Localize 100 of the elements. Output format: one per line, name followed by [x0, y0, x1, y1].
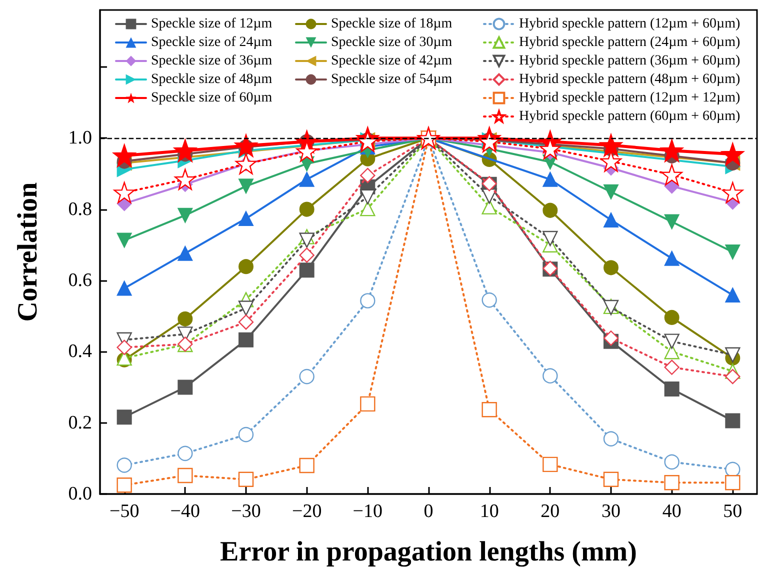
point [299, 458, 314, 474]
x-tick-label: −20 [292, 501, 322, 522]
point [603, 330, 619, 346]
point [664, 250, 680, 266]
point [238, 332, 254, 348]
point [542, 456, 558, 472]
point [664, 310, 680, 325]
legend-label: Hybrid speckle pattern (60µm + 60µm) [519, 109, 740, 124]
legend-label: Speckle size of 30µm [331, 35, 452, 50]
y-tick-label: 0.8 [68, 198, 92, 220]
point [238, 211, 254, 226]
x-tick-label: 50 [723, 501, 742, 522]
point [299, 202, 314, 217]
point [482, 188, 497, 204]
point [178, 380, 193, 395]
x-tick-label: 20 [540, 501, 560, 522]
x-tick-label: 30 [602, 501, 620, 522]
x-axis-title: Error in propagation lengths (mm) [220, 536, 637, 568]
legend-label: Speckle size of 54µm [331, 72, 452, 87]
point [604, 260, 618, 276]
point [725, 244, 740, 260]
x-tick-label: −50 [109, 501, 140, 522]
y-axis-title: Correlation [12, 182, 44, 322]
point [238, 259, 254, 274]
point [360, 168, 376, 184]
point [661, 164, 682, 186]
point [235, 153, 257, 174]
y-tick-label: 1.0 [68, 128, 92, 149]
point [178, 311, 193, 326]
y-tick-label: 0.0 [68, 484, 92, 504]
x-tick-label: 10 [480, 501, 499, 522]
point [664, 334, 680, 349]
point [116, 280, 132, 296]
point [299, 232, 314, 248]
x-tick-label: 40 [662, 501, 682, 522]
x-tick-label: −10 [352, 501, 383, 522]
point [112, 144, 136, 168]
legend-label: Hybrid speckle pattern (36µm + 60µm) [519, 54, 740, 68]
legend-label: Speckle size of 18µm [331, 16, 452, 32]
point [116, 232, 132, 248]
point [360, 189, 376, 204]
point [178, 246, 193, 261]
point [725, 368, 740, 384]
point [664, 382, 680, 397]
point [600, 150, 622, 172]
point [664, 344, 680, 360]
point [360, 200, 376, 216]
point [116, 340, 132, 355]
point [664, 214, 680, 230]
x-tick-label: 0 [424, 501, 434, 522]
point [299, 172, 314, 187]
point [360, 396, 376, 412]
point [542, 368, 558, 384]
point [722, 182, 744, 204]
point [238, 472, 254, 488]
point [178, 446, 193, 462]
point [299, 248, 314, 263]
point [116, 478, 132, 493]
y-tick-label: 0.2 [68, 412, 92, 434]
legend-label: Speckle size of 12µm [151, 16, 272, 32]
point [238, 314, 254, 330]
point [604, 184, 618, 200]
point [542, 230, 558, 246]
point [238, 178, 254, 194]
point [664, 360, 680, 375]
legend-label: Hybrid speckle pattern (12µm + 60µm) [519, 16, 740, 32]
point [603, 431, 619, 446]
point [482, 199, 497, 214]
legend-label: Speckle size of 60µm [151, 90, 272, 106]
point [721, 142, 744, 166]
point [360, 293, 376, 308]
point [238, 426, 254, 442]
y-tick-label: 0.4 [68, 341, 92, 362]
point [725, 413, 740, 428]
point [664, 454, 680, 470]
point [174, 168, 196, 190]
point [542, 172, 558, 187]
point [603, 472, 619, 488]
point [238, 300, 254, 316]
legend-label: Speckle size of 24µm [151, 35, 272, 50]
point [482, 402, 497, 418]
point [604, 212, 618, 228]
legend-label: Hybrid speckle pattern (24µm + 60µm) [519, 35, 740, 50]
point [178, 468, 193, 484]
point [114, 182, 135, 204]
x-tick-label: −40 [170, 501, 200, 522]
point [116, 458, 132, 473]
point [299, 368, 314, 384]
point [116, 410, 132, 425]
point [482, 292, 497, 308]
legend-label: Hybrid speckle pattern (12µm + 12µm) [519, 90, 740, 106]
y-tick-label: 0.6 [68, 270, 92, 291]
point [664, 475, 680, 490]
legend-label: Speckle size of 48µm [151, 72, 272, 87]
x-tick-label: −30 [231, 501, 261, 522]
point [725, 288, 740, 303]
point [299, 262, 314, 278]
point [542, 202, 558, 218]
point [234, 134, 258, 158]
legend-label: Speckle size of 36µm [151, 54, 272, 68]
